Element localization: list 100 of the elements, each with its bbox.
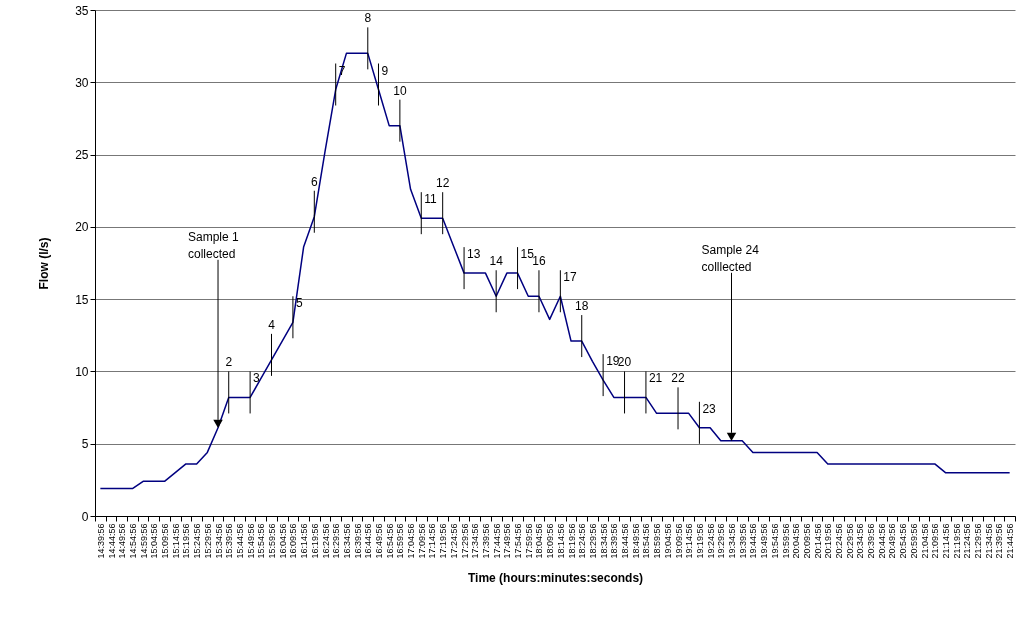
x-tick-label: 15:49:56 (245, 523, 256, 559)
annotation: 11 (424, 192, 438, 207)
x-tick-label: 20:04:56 (791, 523, 802, 559)
x-tick-label: 16:59:56 (395, 523, 406, 559)
x-tick-label: 17:04:56 (406, 523, 417, 559)
annotation: 13 (467, 247, 481, 262)
x-tick-label: 16:14:56 (299, 523, 310, 559)
x-tick-label: 21:24:56 (962, 523, 973, 559)
x-tick-label: 17:59:56 (523, 523, 534, 559)
x-tick-label: 20:19:56 (823, 523, 834, 559)
annotation: 2 (225, 355, 233, 370)
x-tick-label: 17:29:56 (459, 523, 470, 559)
y-axis-title: Flow (l/s) (37, 237, 52, 290)
x-tick-label: 16:29:56 (331, 523, 342, 559)
y-tick-label: 0 (81, 509, 89, 524)
x-tick-label: 14:39:56 (95, 523, 106, 559)
x-tick-label: 17:44:56 (491, 523, 502, 559)
x-tick-label: 19:34:56 (727, 523, 738, 559)
x-tick-label: 18:44:56 (620, 523, 631, 559)
x-tick-label: 14:49:56 (117, 523, 128, 559)
x-tick-label: 15:14:56 (170, 523, 181, 559)
x-tick-label: 21:14:56 (940, 523, 951, 559)
x-tick-label: 17:39:56 (480, 523, 491, 559)
x-tick-label: 18:39:56 (609, 523, 620, 559)
x-tick-label: 17:54:56 (513, 523, 524, 559)
x-tick-label: 16:39:56 (352, 523, 363, 559)
x-tick-label: 14:59:56 (138, 523, 149, 559)
x-tick-label: 16:04:56 (277, 523, 288, 559)
y-tick-label: 25 (75, 148, 89, 163)
annotation: 20 (617, 355, 632, 370)
x-tick-label: 19:44:56 (748, 523, 759, 559)
x-tick-label: 20:54:56 (898, 523, 909, 559)
x-tick-label: 15:04:56 (149, 523, 160, 559)
annotation: 5 (295, 296, 303, 311)
annotation: 18 (575, 299, 589, 314)
x-tick-label: 19:59:56 (780, 523, 791, 559)
x-tick-label: 15:34:56 (213, 523, 224, 559)
annotation: 10 (393, 83, 407, 98)
line-series (99, 52, 1011, 490)
x-tick-label: 18:14:56 (555, 523, 566, 559)
x-tick-label: 20:49:56 (887, 523, 898, 559)
x-tick-label: 18:54:56 (641, 523, 652, 559)
x-tick-label: 17:14:56 (427, 523, 438, 559)
x-tick-label: 18:59:56 (652, 523, 663, 559)
x-tick-label: 15:29:56 (202, 523, 213, 559)
x-tick-label: 15:54:56 (256, 523, 267, 559)
x-tick-label: 21:44:56 (1005, 523, 1016, 559)
x-tick-label: 19:19:56 (694, 523, 705, 559)
annotation: 23 (702, 401, 717, 416)
x-tick-label: 20:59:56 (908, 523, 919, 559)
annotation: 9 (381, 63, 389, 78)
x-tick-label: 17:19:56 (438, 523, 449, 559)
y-tick-label: 5 (81, 437, 89, 452)
x-tick-label: 19:14:56 (684, 523, 695, 559)
x-tick-label: 19:49:56 (759, 523, 770, 559)
x-tick-label: 18:29:56 (587, 523, 598, 559)
x-tick-label: 20:34:56 (855, 523, 866, 559)
x-tick-label: 19:29:56 (716, 523, 727, 559)
x-tick-label: 21:34:56 (983, 523, 994, 559)
annotation: 17 (563, 270, 578, 285)
annotation: 15 (520, 247, 535, 262)
x-tick-label: 15:44:56 (234, 523, 245, 559)
x-tick-label: 16:54:56 (384, 523, 395, 559)
x-tick-label: 14:44:56 (106, 523, 117, 559)
x-tick-label: 14:54:56 (127, 523, 138, 559)
x-tick-label: 20:09:56 (801, 523, 812, 559)
annotation: 14 (489, 254, 504, 269)
x-tick-label: 19:54:56 (769, 523, 780, 559)
x-tick-label: 21:39:56 (994, 523, 1005, 559)
x-tick-label: 17:24:56 (448, 523, 459, 559)
x-tick-label: 16:19:56 (309, 523, 320, 559)
x-tick-label: 15:09:56 (160, 523, 171, 559)
x-tick-label: 16:49:56 (373, 523, 384, 559)
annotation: 22 (671, 371, 686, 386)
annotation: 4 (268, 317, 276, 332)
annotation: 8 (364, 11, 372, 26)
x-tick-label: 15:39:56 (224, 523, 235, 559)
y-tick-label: 30 (75, 75, 89, 90)
x-tick-label: 18:09:56 (545, 523, 556, 559)
x-tick-label: 18:19:56 (566, 523, 577, 559)
x-tick-label: 16:44:56 (363, 523, 374, 559)
annotation: 6 (310, 174, 318, 189)
x-tick-label: 18:34:56 (598, 523, 609, 559)
x-tick-label: 18:49:56 (630, 523, 641, 559)
x-tick-label: 15:59:56 (267, 523, 278, 559)
y-tick-label: 10 (75, 364, 89, 379)
x-tick-label: 17:09:56 (416, 523, 427, 559)
x-tick-label: 16:34:56 (341, 523, 352, 559)
x-tick-label: 20:39:56 (866, 523, 877, 559)
x-tick-label: 15:24:56 (192, 523, 203, 559)
x-tick-label: 16:24:56 (320, 523, 331, 559)
x-tick-label: 21:19:56 (951, 523, 962, 559)
y-tick-label: 35 (75, 3, 89, 18)
x-tick-label: 21:29:56 (973, 523, 984, 559)
x-tick-label: 15:19:56 (181, 523, 192, 559)
x-tick-label: 16:09:56 (288, 523, 299, 559)
annotation: Sample 24 colllected (701, 242, 760, 274)
x-tick-label: 19:04:56 (662, 523, 673, 559)
x-tick-label: 20:44:56 (876, 523, 887, 559)
annotation: Sample 1 collected (188, 229, 240, 261)
